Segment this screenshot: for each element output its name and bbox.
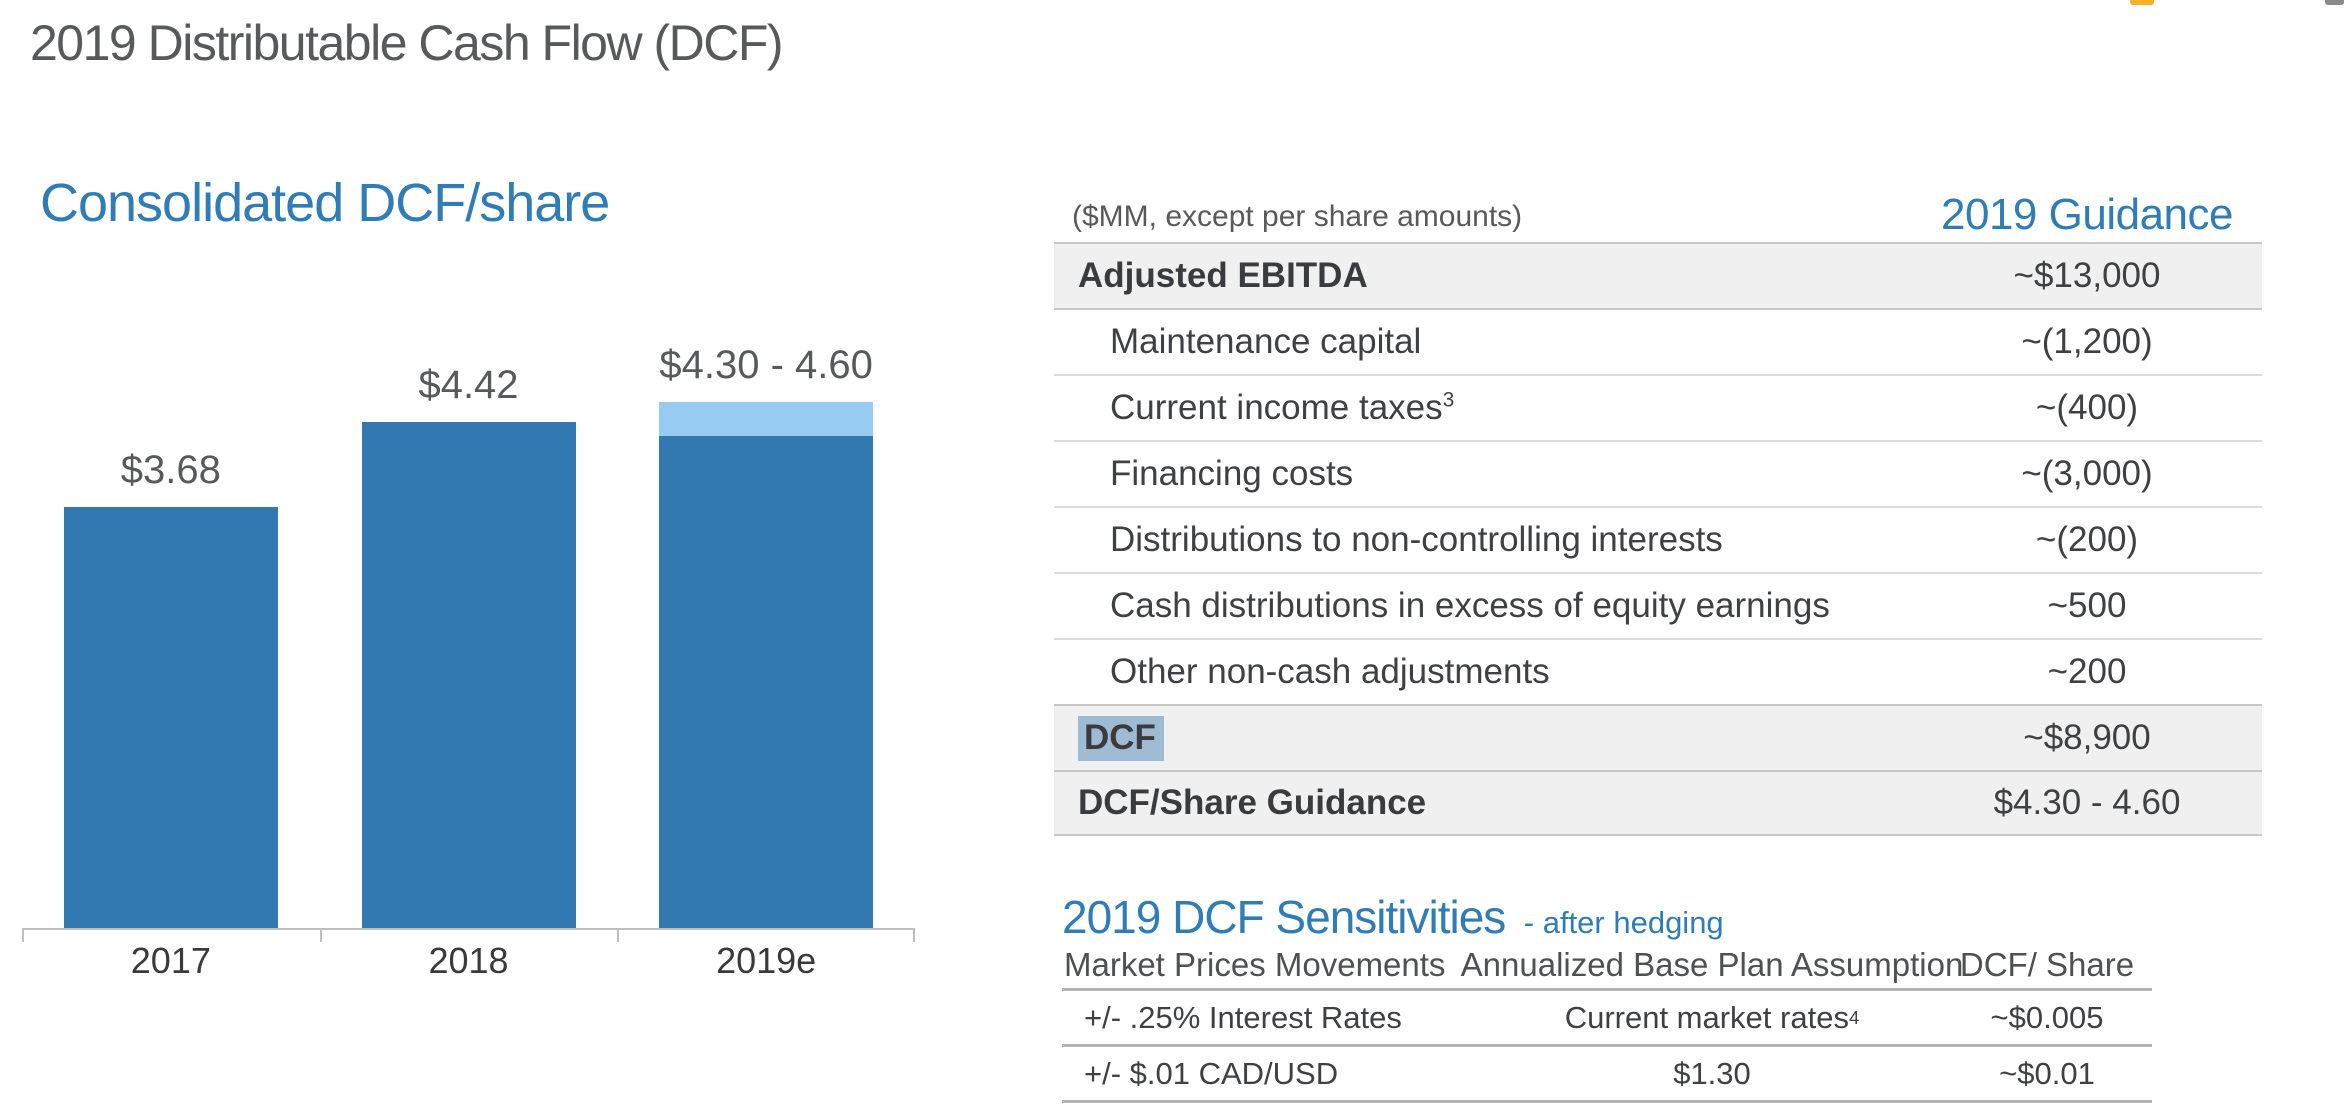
row-label: DCF [1054,716,1912,761]
sens-assumption: Current market rates 4 [1482,991,1942,1047]
bar-value-label: $4.30 - 4.60 [659,343,873,387]
sensitivities-titleline: 2019 DCF Sensitivities - after hedging [1062,890,2152,943]
bar-chart: $3.68 $4.42 $4.30 - 4.60 [22,343,915,942]
row-label-text: Maintenance capital [1110,322,1422,361]
table-row: Cash distributions in excess of equity e… [1054,572,2262,638]
row-label: Current income taxes3 [1054,388,1912,428]
bar-2018 [361,422,576,928]
x-axis-label: 2018 [428,940,509,981]
guidance-panel: ($MM, except per share amounts) 2019 Gui… [1054,180,2262,836]
x-axis-label: 2019e [716,940,817,981]
row-value: ~(1,200) [2021,322,2153,361]
row-value: ~(200) [2035,520,2139,559]
slide-title: 2019 Distributable Cash Flow (DCF) [30,15,784,71]
row-label-text: DCF [1078,716,1164,761]
bar-value-label: $4.42 [418,363,519,407]
sens-assumption: $1.30 [1482,1047,1942,1103]
table-row: Financing costs ~(3,000) [1054,440,2262,506]
table-row: DCF/Share Guidance $4.30 - 4.60 [1054,770,2262,836]
top-accent-yellow [2130,0,2154,5]
guidance-header: ($MM, except per share amounts) 2019 Gui… [1054,180,2262,242]
bar-value-label: $3.68 [120,448,221,492]
row-label-text: Current income taxes [1110,388,1443,427]
table-row: Other non-cash adjustments ~200 [1054,638,2262,704]
table-row: Distributions to non-controlling interes… [1054,506,2262,572]
units-note: ($MM, except per share amounts) [1072,200,1523,233]
row-label: DCF/Share Guidance [1054,783,1912,823]
bar-2019e [659,436,874,928]
bar-2017 [63,507,278,928]
x-axis-labels: 2017 2018 2019e [22,940,915,986]
row-label-text: Financing costs [1110,454,1354,493]
row-label-text: Adjusted EBITDA [1078,256,1368,295]
row-label-text: Cash distributions in excess of equity e… [1110,586,1830,625]
row-label: Distributions to non-controlling interes… [1054,520,1912,560]
sens-assumption-text: $1.30 [1673,1055,1751,1091]
bar-range-cap-2019e [659,402,874,436]
row-label: Cash distributions in excess of equity e… [1054,586,1912,626]
sens-dcf-share: ~$0.005 [1942,991,2152,1047]
sens-movement: +/- .25% Interest Rates [1062,991,1482,1047]
footnote-marker: 3 [1442,388,1455,412]
row-label: Maintenance capital [1054,322,1912,362]
sensitivities-table: Market Prices Movements Annualized Base P… [1062,942,2152,1103]
axis-tick [913,928,915,942]
chart-title: Consolidated DCF/share [40,173,610,233]
sensitivities-panel: 2019 DCF Sensitivities - after hedging M… [1062,890,2152,1103]
row-value: ~500 [2047,586,2127,625]
sensitivities-title: 2019 DCF Sensitivities [1062,891,1506,943]
axis-tick [320,928,322,942]
row-value: ~(3,000) [2021,454,2153,493]
axis-tick [617,928,619,942]
table-row: DCF ~$8,900 [1054,704,2262,770]
sens-dcf-share: ~$0.01 [1942,1047,2152,1103]
row-value: ~(400) [2035,388,2139,427]
row-label-text: DCF/Share Guidance [1078,783,1427,822]
table-row: Current income taxes3 ~(400) [1054,374,2262,440]
sens-col-header: Market Prices Movements [1062,942,1482,991]
sens-assumption-text: Current market rates [1564,999,1849,1035]
sensitivities-subtitle: - after hedging [1523,905,1724,940]
guidance-rows: Adjusted EBITDA ~$13,000 Maintenance capit… [1054,242,2262,836]
x-axis-label: 2017 [130,940,211,981]
row-label: Financing costs [1054,454,1912,494]
row-value: $4.30 - 4.60 [1993,783,2181,822]
guidance-title: 2019 Guidance [1941,190,2233,239]
sens-col-header: DCF/ Share [1942,942,2152,991]
row-label-text: Distributions to non-controlling interes… [1110,520,1723,559]
footnote-marker: 4 [1848,1006,1860,1028]
top-accent-gray [2325,0,2344,5]
sens-movement: +/- $.01 CAD/USD [1062,1047,1482,1103]
table-row: Maintenance capital ~(1,200) [1054,308,2262,374]
row-label: Adjusted EBITDA [1054,256,1912,296]
axis-tick [22,928,24,942]
row-value: ~$8,900 [2023,718,2151,757]
row-label-text: Other non-cash adjustments [1110,652,1550,691]
table-row: Adjusted EBITDA ~$13,000 [1054,242,2262,308]
row-value: ~200 [2047,652,2127,691]
sens-col-header: Annualized Base Plan Assumption [1461,942,1963,991]
row-label: Other non-cash adjustments [1054,652,1912,692]
row-value: ~$13,000 [2013,256,2161,295]
